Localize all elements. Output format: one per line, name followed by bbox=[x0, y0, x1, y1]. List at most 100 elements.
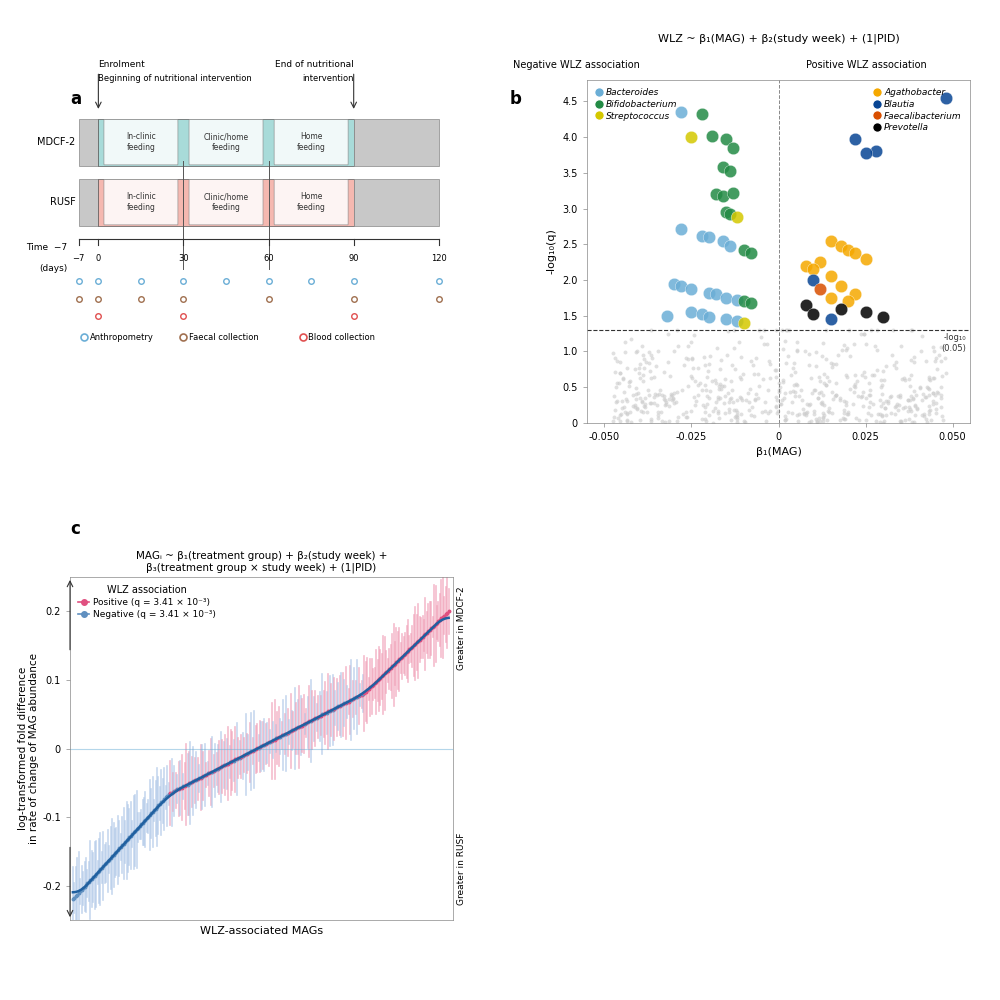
Point bbox=[615, 370, 631, 386]
Point bbox=[796, 406, 812, 422]
Point bbox=[647, 386, 663, 402]
Point bbox=[607, 402, 623, 418]
Point bbox=[736, 413, 752, 429]
Point bbox=[664, 392, 680, 408]
Point bbox=[721, 404, 737, 420]
Point bbox=[878, 407, 894, 423]
Point bbox=[861, 399, 877, 415]
FancyBboxPatch shape bbox=[189, 119, 263, 165]
Point bbox=[607, 364, 623, 380]
Point bbox=[907, 398, 923, 414]
Point bbox=[883, 388, 899, 404]
Point bbox=[721, 394, 737, 410]
Point bbox=[913, 343, 929, 359]
Point bbox=[823, 233, 839, 249]
Point bbox=[721, 401, 737, 417]
Point bbox=[854, 388, 870, 404]
Point bbox=[789, 407, 805, 423]
Point bbox=[865, 396, 881, 412]
Point bbox=[628, 380, 644, 396]
Point bbox=[770, 403, 786, 419]
Point bbox=[873, 372, 889, 388]
Point bbox=[888, 398, 904, 414]
Point bbox=[887, 406, 903, 422]
Point bbox=[632, 356, 648, 372]
Point bbox=[858, 390, 874, 406]
Point bbox=[863, 322, 879, 338]
Point bbox=[625, 398, 641, 414]
Point bbox=[926, 343, 942, 359]
Point bbox=[619, 406, 635, 422]
Point bbox=[606, 388, 622, 404]
Point bbox=[854, 367, 870, 383]
Point bbox=[795, 401, 811, 417]
Point bbox=[818, 351, 834, 367]
Point bbox=[729, 209, 745, 225]
Point bbox=[815, 413, 831, 429]
Point bbox=[905, 390, 921, 406]
Point bbox=[673, 104, 689, 120]
Point bbox=[697, 399, 713, 415]
Point bbox=[925, 339, 941, 355]
Point bbox=[815, 409, 831, 425]
Point bbox=[907, 397, 923, 413]
Point bbox=[931, 347, 947, 363]
Point bbox=[836, 393, 852, 409]
Point bbox=[641, 355, 657, 371]
Point bbox=[919, 379, 935, 395]
Point bbox=[698, 413, 714, 429]
Point bbox=[670, 338, 686, 354]
Point bbox=[657, 392, 673, 408]
Point bbox=[699, 396, 715, 412]
Text: intervention: intervention bbox=[302, 74, 354, 83]
Point bbox=[929, 384, 945, 400]
Point bbox=[858, 412, 874, 428]
Point bbox=[751, 378, 767, 394]
Point bbox=[872, 406, 888, 422]
Point bbox=[880, 395, 896, 411]
Point bbox=[772, 379, 788, 395]
Text: Faecal collection: Faecal collection bbox=[189, 333, 259, 342]
Point bbox=[809, 413, 825, 429]
Point bbox=[687, 397, 703, 413]
Point bbox=[874, 377, 890, 393]
Point bbox=[921, 403, 937, 419]
Point bbox=[925, 393, 941, 409]
Point bbox=[609, 393, 625, 409]
Point bbox=[768, 389, 784, 405]
Point bbox=[666, 276, 682, 292]
Point bbox=[741, 402, 757, 418]
Point bbox=[713, 381, 729, 397]
Point bbox=[775, 341, 791, 357]
Point bbox=[897, 399, 913, 415]
Point bbox=[938, 90, 954, 106]
Point bbox=[614, 400, 630, 416]
Point bbox=[625, 387, 641, 403]
Point bbox=[635, 404, 651, 420]
Point bbox=[883, 405, 899, 421]
Point bbox=[798, 405, 814, 421]
Point bbox=[823, 355, 839, 371]
Point bbox=[729, 292, 745, 308]
Point bbox=[751, 322, 767, 338]
Point bbox=[722, 206, 738, 222]
Point bbox=[828, 387, 844, 403]
Point bbox=[612, 407, 628, 423]
Point bbox=[649, 387, 665, 403]
Point bbox=[860, 405, 876, 421]
Point bbox=[669, 413, 685, 429]
Point bbox=[892, 413, 908, 429]
Point bbox=[819, 412, 835, 428]
Point bbox=[608, 394, 624, 410]
Point bbox=[686, 327, 702, 343]
Point bbox=[806, 406, 822, 422]
Point bbox=[606, 409, 622, 425]
Point bbox=[876, 372, 892, 388]
Text: 60: 60 bbox=[263, 254, 274, 263]
Point bbox=[811, 410, 827, 426]
Point bbox=[608, 379, 624, 395]
Point bbox=[927, 353, 943, 369]
Point bbox=[746, 366, 762, 382]
Point bbox=[628, 344, 644, 360]
Point bbox=[641, 387, 657, 403]
